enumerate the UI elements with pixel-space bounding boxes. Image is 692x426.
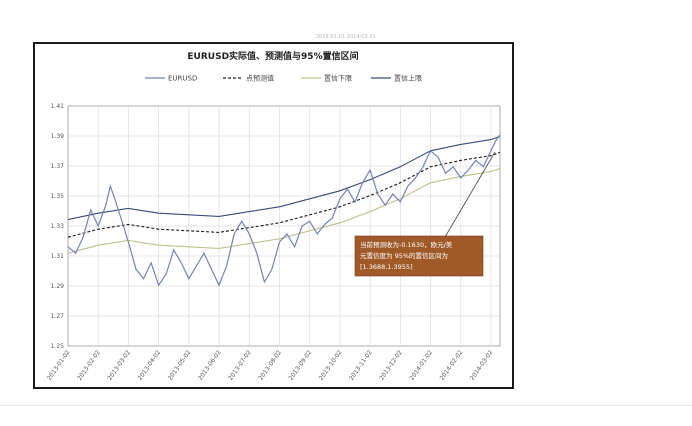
x-tick-label: 2013-01-02	[46, 349, 72, 382]
x-tick-label: 2014-01-02	[408, 349, 434, 382]
x-tick-label: 2013-07-02	[227, 349, 253, 382]
y-tick-label: 1.35	[51, 193, 65, 200]
legend-label-forecast: 点预测值	[246, 74, 274, 83]
legend-label-upper-bound: 置信上限	[394, 74, 422, 83]
series-group	[67, 134, 501, 287]
annotation-pointer	[437, 151, 496, 250]
y-tick-label: 1.31	[51, 253, 65, 260]
y-tick-label: 1.39	[51, 133, 65, 140]
legend-label-lower-bound: 置信下限	[324, 74, 352, 83]
y-tick-label: 1.27	[51, 313, 65, 320]
y-tick-label: 1.41	[51, 103, 65, 110]
chart-frame: EURUSD实际值、预测值与95%置信区间 EURUSD 点预测值 置信下限 置信上限…	[33, 42, 514, 389]
series-line-forecast	[67, 151, 501, 238]
y-tick-label: 1.25	[51, 343, 65, 350]
annotation-line: 元置信度为 95%的置信区间为	[360, 251, 448, 260]
overlay-text: 2013-01-01 2014-03-31	[316, 34, 376, 40]
x-tick-label: 2013-06-02	[197, 349, 223, 382]
series-line-eurusd	[67, 134, 501, 287]
series-line-upper-bound	[67, 135, 501, 221]
chart-title: EURUSD实际值、预测值与95%置信区间	[187, 50, 358, 62]
y-tick-label: 1.33	[51, 223, 65, 230]
x-tick-label: 2013-10-02	[318, 349, 344, 382]
x-axis: 2013-01-02 2013-02-02 2013-03-02 2013-04-02…	[46, 349, 495, 382]
legend-label-eurusd: EURUSD	[168, 75, 197, 83]
x-tick-label: 2013-11-02	[348, 349, 374, 382]
y-tick-label: 1.37	[51, 163, 65, 170]
chart-svg: EURUSD实际值、预测值与95%置信区间 EURUSD 点预测值 置信下限 置信上限…	[46, 50, 501, 382]
x-tick-label: 2013-04-02	[137, 349, 163, 382]
x-tick-label: 2014-02-02	[439, 349, 465, 382]
y-tick-label: 1.29	[51, 283, 65, 290]
y-axis: 1.41 1.39 1.37 1.35 1.33 1.31 1.29 1.27 1.25	[51, 103, 65, 350]
annotation-line: [1.3688,1.3955]	[360, 263, 413, 271]
x-tick-label: 2013-12-02	[378, 349, 404, 382]
x-tick-label: 2013-05-02	[167, 349, 193, 382]
x-tick-label: 2014-03-02	[469, 349, 495, 382]
annotation-box	[354, 235, 484, 277]
grid	[67, 105, 501, 347]
x-tick-label: 2013-09-02	[288, 349, 314, 382]
x-tick-label: 2013-08-02	[257, 349, 283, 382]
divider	[0, 405, 692, 406]
x-tick-label: 2013-03-02	[106, 349, 132, 382]
x-tick-label: 2013-02-02	[76, 349, 102, 382]
legend: EURUSD 点预测值 置信下限 置信上限	[145, 74, 422, 83]
annotation-line: 当前预测收为-0.1630，欧元/美	[360, 240, 453, 249]
series-line-lower-bound	[67, 167, 501, 254]
